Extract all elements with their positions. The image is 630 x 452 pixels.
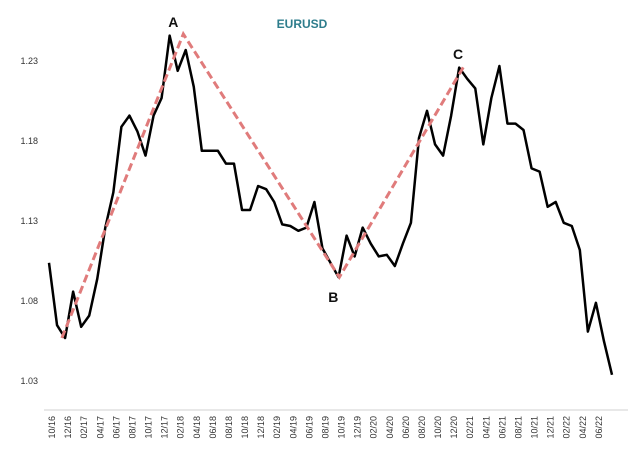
y-tick-label: 1.08 <box>20 296 38 306</box>
point-label: C <box>453 46 463 62</box>
series-line <box>47 34 614 376</box>
x-tick-label: 04/20 <box>385 416 395 439</box>
x-tick-label: 10/19 <box>337 416 347 439</box>
x-tick-label: 02/22 <box>562 416 572 439</box>
x-tick-label: 06/20 <box>401 416 411 439</box>
x-tick-label: 02/17 <box>79 416 89 439</box>
y-tick-label: 1.23 <box>20 56 38 66</box>
x-tick-label: 12/18 <box>256 416 266 439</box>
x-tick-label: 02/21 <box>465 416 475 439</box>
x-tick-label: 08/17 <box>127 416 137 439</box>
x-tick-label: 12/20 <box>449 416 459 439</box>
x-tick-label: 12/21 <box>546 416 556 439</box>
x-tick-label: 12/17 <box>160 416 170 439</box>
x-tick-label: 04/18 <box>192 416 202 439</box>
y-tick-label: 1.13 <box>20 216 38 226</box>
x-tick-label: 12/19 <box>353 416 363 439</box>
x-tick-label: 10/20 <box>433 416 443 439</box>
chart-title: EURUSD <box>277 17 328 31</box>
y-tick-label: 1.18 <box>20 136 38 146</box>
x-tick-label: 08/19 <box>320 416 330 439</box>
x-tick-label: 02/18 <box>176 416 186 439</box>
x-tick-label: 04/19 <box>288 416 298 439</box>
x-tick-label: 10/16 <box>47 416 57 439</box>
point-label: B <box>328 289 338 305</box>
x-tick-label: 06/18 <box>208 416 218 439</box>
x-tick-label: 10/18 <box>240 416 250 439</box>
x-tick-label: 04/21 <box>481 416 491 439</box>
x-tick-label: 06/22 <box>594 416 604 439</box>
x-tick-label: 04/17 <box>95 416 105 439</box>
x-tick-label: 06/17 <box>111 416 121 439</box>
x-tick-label: 02/19 <box>272 416 282 439</box>
x-tick-label: 08/21 <box>513 416 523 439</box>
x-tick-label: 06/21 <box>497 416 507 439</box>
x-tick-label: 02/20 <box>369 416 379 439</box>
x-tick-label: 12/16 <box>63 416 73 439</box>
y-tick-label: 1.03 <box>20 376 38 386</box>
x-tick-label: 10/17 <box>144 416 154 439</box>
x-tick-label: 08/18 <box>224 416 234 439</box>
x-tick-label: 04/22 <box>578 416 588 439</box>
point-label: A <box>168 14 178 30</box>
x-tick-label: 10/21 <box>530 416 540 439</box>
pattern-line <box>60 30 466 339</box>
x-tick-label: 06/19 <box>304 416 314 439</box>
x-tick-label: 08/20 <box>417 416 427 439</box>
